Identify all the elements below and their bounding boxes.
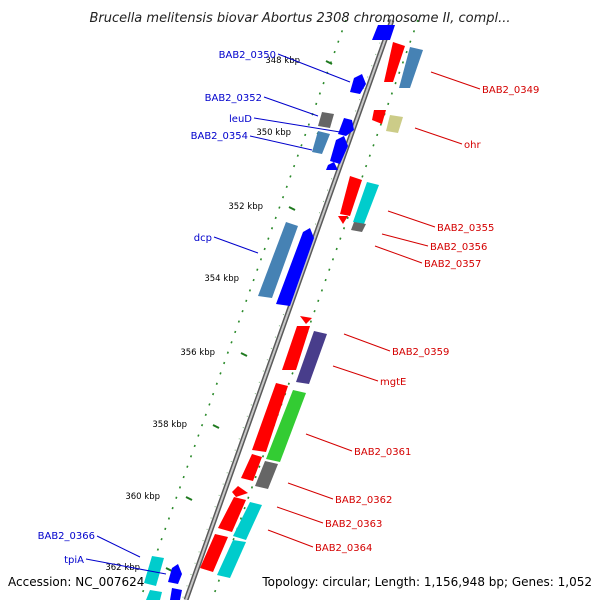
genes [144,42,423,600]
tick-mark [240,352,248,357]
tick-label: 358 kbp [152,420,187,430]
gene-BAB2_0354-small[interactable] [326,162,338,170]
gene-BAB2_0355[interactable] [340,176,379,224]
label-BAB2_0354[interactable]: BAB2_0354 [191,131,248,142]
gene-BAB2_0357[interactable] [351,222,366,232]
label-BAB2_0366[interactable]: BAB2_0366 [38,531,95,542]
tick-label: 356 kbp [180,348,215,358]
label-BAB2_0356[interactable]: BAB2_0356 [430,242,487,253]
tick-label: 350 kbp [256,128,291,138]
gene-BAB2_0354-blue[interactable] [330,136,348,164]
gene-bottom-blue[interactable] [170,588,182,600]
tick-label: 362 kbp [105,563,140,573]
gene-dcp-blue[interactable] [276,228,314,306]
label-BAB2_0357[interactable]: BAB2_0357 [424,259,481,270]
tick-label: 352 kbp [228,202,263,212]
label-ohr[interactable]: ohr [464,140,481,151]
label-BAB2_0350[interactable]: BAB2_0350 [219,50,276,61]
gene-BAB2_0364-cyan[interactable] [217,540,246,578]
tick-mark [185,496,193,501]
gene-mgtE[interactable] [296,331,327,384]
top-partial-gene [372,25,395,40]
gene-BAB2_0358[interactable] [300,316,312,324]
dotted-guide-lines [139,19,419,600]
label-BAB2_0352[interactable]: BAB2_0352 [205,93,262,104]
tick-mark [212,424,220,429]
gene-tpiA[interactable] [168,564,182,584]
gene-dcp[interactable] [258,222,298,298]
label-BAB2_0355[interactable]: BAB2_0355 [437,223,494,234]
label-BAB2_0362[interactable]: BAB2_0362 [335,495,392,506]
label-dcp[interactable]: dcp [194,233,212,244]
gene-BAB2_0362[interactable] [255,461,278,489]
label-leuD[interactable]: leuD [229,114,252,125]
gene-BAB2_0363[interactable] [232,486,248,497]
map-title: Brucella melitensis biovar Abortus 2308 … [89,11,510,26]
gene-BAB2_0359[interactable] [282,326,310,370]
label-tpiA[interactable]: tpiA [64,555,84,566]
label-leaders [85,53,481,575]
genome-summary-text: Topology: circular; Length: 1,156,948 bp… [261,575,592,589]
gene-BAB2_0363-body[interactable] [218,497,246,532]
label-BAB2_0349[interactable]: BAB2_0349 [482,85,539,96]
tick-mark [165,567,173,572]
gene-labels-left: BAB2_0350 BAB2_0352 leuD BAB2_0354 dcp B… [38,50,276,566]
accession-text: Accession: NC_007624 [8,575,144,589]
gene-ohr-region[interactable] [372,110,403,133]
gene-BAB2_0356[interactable] [338,216,348,224]
tick-label: 360 kbp [125,492,160,502]
label-BAB2_0359[interactable]: BAB2_0359 [392,347,449,358]
label-mgtE[interactable]: mgtE [380,377,406,388]
gene-labels-right: BAB2_0349 ohr BAB2_0355 BAB2_0356 BAB2_0… [315,85,539,554]
gene-BAB2_0362-a[interactable] [241,454,262,481]
label-BAB2_0361[interactable]: BAB2_0361 [354,447,411,458]
gene-BAB2_0354[interactable] [312,131,330,154]
gene-BAB2_0349[interactable] [384,42,423,88]
backbone [183,19,395,600]
gene-BAB2_0352[interactable] [318,112,334,128]
gene-BAB2_0361[interactable] [266,390,306,462]
label-BAB2_0364[interactable]: BAB2_0364 [315,543,372,554]
tick-label: 348 kbp [265,56,300,66]
tick-label: 354 kbp [204,274,239,284]
label-BAB2_0363[interactable]: BAB2_0363 [325,519,382,530]
gene-BAB2_0364[interactable] [200,534,228,572]
gene-bottom-cyan[interactable] [146,590,162,600]
gene-leuD[interactable] [338,118,354,136]
tick-mark [325,60,333,65]
tick-mark [288,206,296,211]
gene-BAB2_0350[interactable] [350,74,366,94]
gene-BAB2_0360[interactable] [252,383,288,452]
gene-BAB2_0366[interactable] [144,556,164,586]
gene-BAB2_0363-cyan[interactable] [233,502,262,540]
